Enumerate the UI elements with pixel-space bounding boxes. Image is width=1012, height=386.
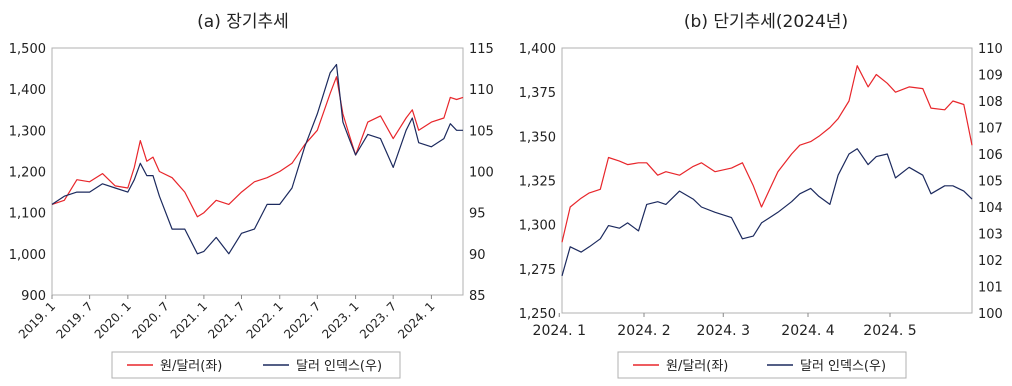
panel-a-x-tick-label: 2021. 7 (205, 299, 247, 341)
panel-a-x-tick-label: 2022. 1 (244, 299, 286, 341)
panel-b-legend-label-dxy: 달러 인덱스(우) (800, 359, 886, 374)
panel-a-x-tick-label: 2022. 7 (281, 299, 323, 341)
panel-a-right-tick-label: 85 (469, 289, 486, 304)
panel-a-right-tick-label: 110 (469, 83, 494, 98)
panel-a-legend-box (111, 351, 401, 379)
panel-b-right-tick-label: 104 (978, 201, 1003, 216)
panel-a-series (51, 63, 464, 255)
panel-a-left-tick-label: 1,200 (9, 166, 46, 181)
panel-a-x-tick-label: 2023. 1 (319, 299, 361, 341)
panel-a-left-tick-label: 1,400 (9, 83, 46, 98)
panel-b-right-axis: 100 101 102 103 104 105 106 107 108 109 110 (978, 42, 1003, 322)
panel-b-right-tick-label: 101 (978, 281, 1003, 296)
panel-b-legend: 원/달러(좌) 달러 인덱스(우) (617, 351, 907, 379)
panel-a-right-tick-label: 100 (469, 166, 494, 181)
panel-a-left-tick-label: 1,000 (9, 248, 46, 263)
panel-a-plot-frame (51, 47, 464, 296)
panel-a-x-tick-label: 2024. 1 (395, 299, 437, 341)
panel-b-left-tick-label: 1,350 (519, 130, 556, 145)
panel-b-right-tick-label: 106 (978, 148, 1003, 163)
panel-b-legend-label-krw: 원/달러(좌) (666, 359, 728, 374)
panel-a-right-tick-label: 90 (469, 248, 486, 263)
panel-a-series-line-krw-usd (51, 76, 464, 218)
panel-a-left-tick-label: 1,500 (9, 42, 46, 57)
panel-a-title: (a) 장기추세 (197, 12, 289, 32)
panel-b-left-tick-label: 1,325 (519, 175, 556, 190)
panel-a-legend-label-dxy: 달러 인덱스(우) (296, 359, 382, 374)
panel-b-right-tick-label: 107 (978, 122, 1003, 137)
panel-a-x-tick-label: 2019. 1 (16, 299, 58, 341)
panel-b-left-tick-label: 1,250 (519, 307, 556, 322)
panel-b-left-tick-label: 1,375 (519, 86, 556, 101)
panel-b-right-tick-label: 109 (978, 69, 1003, 84)
panel-b-left-tick-label: 1,400 (519, 42, 556, 57)
panel-a-right-tick-label: 95 (469, 207, 486, 222)
panel-b-right-tick-label: 110 (978, 42, 1003, 57)
panel-b-series (561, 65, 973, 277)
panel-a-left-tick-label: 900 (21, 289, 46, 304)
panel-a-right-axis: 85 90 95 100 105 110 115 (469, 42, 494, 304)
panel-b-right-tick-label: 105 (978, 175, 1003, 190)
panel-b-right-tick-label: 103 (978, 228, 1003, 243)
panel-a-x-tick-label: 2021. 1 (168, 299, 210, 341)
panel-b-right-tick-label: 102 (978, 254, 1003, 269)
panel-a-legend-label-krw: 원/달러(좌) (160, 359, 222, 374)
panel-a-x-tick-label: 2019. 7 (53, 299, 95, 341)
panel-b-series-line-dollar-index (561, 148, 973, 277)
panel-b-x-tick-label: 2024. 5 (863, 323, 916, 339)
panel-a-left-tick-label: 1,300 (9, 124, 46, 139)
panel-b-title: (b) 단기추세(2024년) (684, 12, 848, 32)
panel-b-plot-frame (561, 47, 973, 314)
panel-a-series-line-dollar-index (51, 63, 463, 255)
panel-a-left-axis: 900 1,000 1,100 1,200 1,300 1,400 1,500 (9, 42, 46, 304)
panel-b-x-tick-label: 2024. 1 (533, 323, 586, 339)
panel-b-right-tick-label: 108 (978, 95, 1003, 110)
panel-a-right-tick-label: 115 (469, 42, 494, 57)
panel-b-right-tick-label: 100 (978, 307, 1003, 322)
panel-b-series-line-krw-usd (561, 65, 973, 243)
panel-a-right-tick-label: 105 (469, 124, 494, 139)
panel-b-x-tick-label: 2024. 3 (697, 323, 750, 339)
panel-a-x-tick-label: 2020. 1 (92, 299, 134, 341)
panel-b-left-tick-label: 1,300 (519, 219, 556, 234)
panel-b-left-axis: 1,250 1,275 1,300 1,325 1,350 1,375 1,400 (519, 42, 556, 322)
panel-a-x-tick-label: 2023. 7 (357, 299, 399, 341)
panel-b-left-tick-label: 1,275 (519, 263, 556, 278)
panel-a-left-tick-label: 1,100 (9, 207, 46, 222)
panel-b-x-tick-label: 2024. 2 (617, 323, 670, 339)
panel-b-x-tick-label: 2024. 4 (781, 323, 835, 339)
panel-b-legend-box (617, 351, 907, 379)
panel-a: (a) 장기추세 900 1,000 1,100 1,200 1,300 1,400 1,5… (9, 12, 494, 379)
panel-b-x-axis: 2024. 1 2024. 2 2024. 3 2024. 4 2024. 5 (533, 313, 917, 339)
panel-a-legend: 원/달러(좌) 달러 인덱스(우) (111, 351, 401, 379)
panel-b: (b) 단기추세(2024년) 1,250 1,275 1,300 1,325 1,35… (519, 12, 1003, 379)
panel-a-x-tick-label: 2020. 7 (129, 299, 171, 341)
